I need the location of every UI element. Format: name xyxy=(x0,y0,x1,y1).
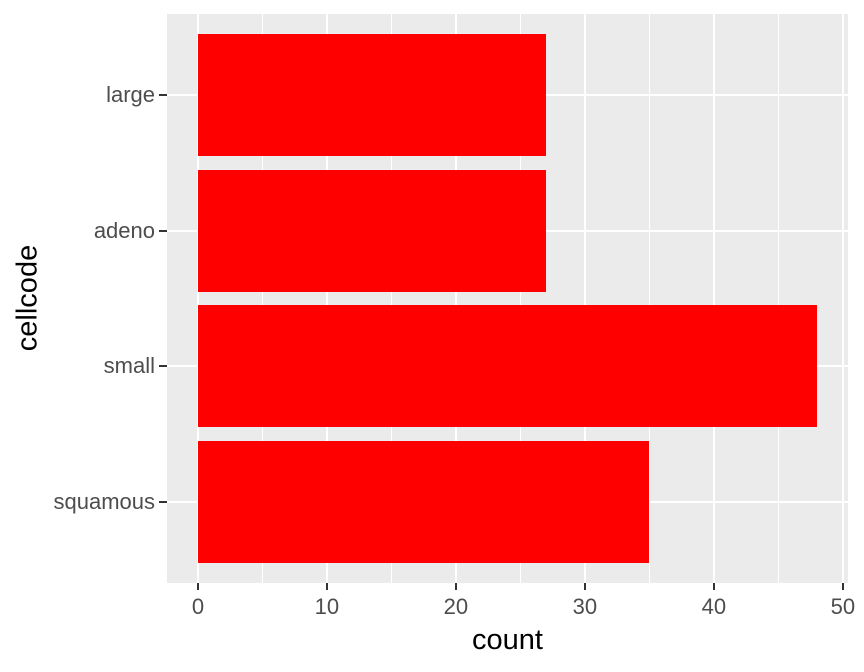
y-tick-label-small: small xyxy=(103,353,155,379)
gridline-major-x xyxy=(841,14,844,583)
gridline-minor-x xyxy=(390,14,393,583)
y-tick-label-squamous: squamous xyxy=(53,488,155,514)
x-tick-label: 20 xyxy=(443,594,469,619)
gridline-minor-x xyxy=(648,14,651,583)
x-tick-mark xyxy=(196,583,199,590)
y-tick-mark xyxy=(159,500,167,503)
gridline-major-x xyxy=(454,14,457,583)
bar-squamous xyxy=(197,440,650,563)
gridline-major-x xyxy=(583,14,586,583)
x-tick-label: 30 xyxy=(572,594,598,619)
x-tick-label: 50 xyxy=(830,594,856,619)
x-tick-label: 0 xyxy=(191,594,205,619)
bar-adeno xyxy=(197,169,547,292)
bar-large xyxy=(197,34,547,157)
x-tick-mark xyxy=(841,583,844,590)
x-axis-title: count xyxy=(472,624,543,656)
y-tick-label-adeno: adeno xyxy=(93,217,155,243)
y-tick-label-large: large xyxy=(106,82,155,108)
y-axis-title: cellcode xyxy=(11,244,44,352)
x-tick-mark xyxy=(583,583,586,590)
gridline-minor-x xyxy=(261,14,264,583)
x-tick-mark xyxy=(325,583,328,590)
gridline-minor-x xyxy=(519,14,522,583)
y-tick-mark xyxy=(159,94,167,97)
gridline-minor-x xyxy=(777,14,780,583)
gridline-major-x xyxy=(325,14,328,583)
x-tick-label: 10 xyxy=(314,594,340,619)
y-tick-mark xyxy=(159,365,167,368)
gridline-major-x xyxy=(712,14,715,583)
gridline-major-x xyxy=(196,14,199,583)
x-tick-mark xyxy=(712,583,715,590)
y-tick-mark xyxy=(159,229,167,232)
x-tick-label: 40 xyxy=(701,594,727,619)
bar-small xyxy=(197,305,818,428)
x-tick-mark xyxy=(454,583,457,590)
